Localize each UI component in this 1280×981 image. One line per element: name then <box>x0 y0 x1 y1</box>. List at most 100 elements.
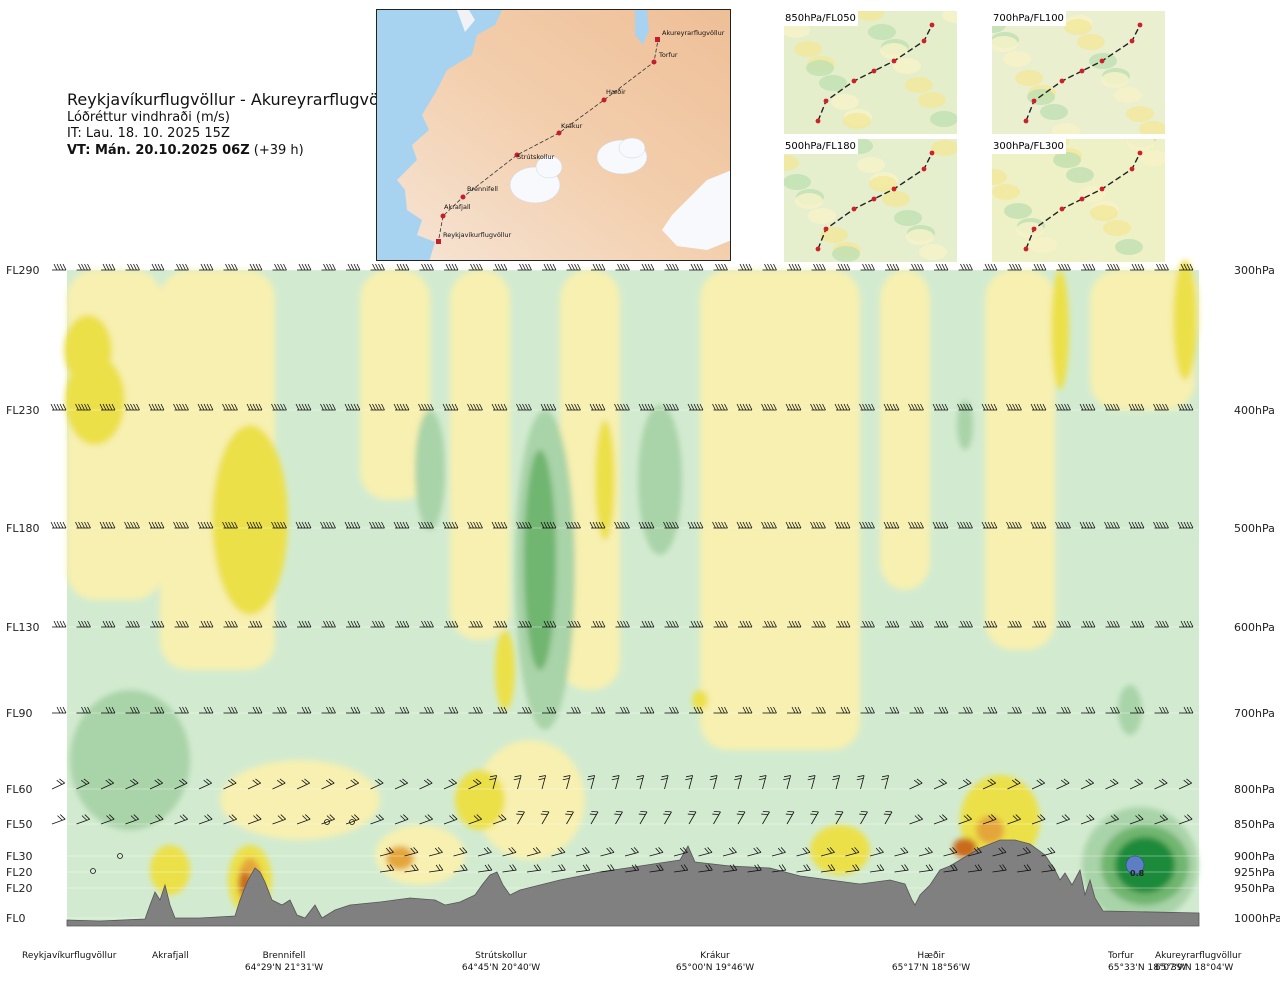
wind-barb <box>967 864 983 873</box>
wind-barb <box>321 620 336 628</box>
wind-barb <box>698 864 713 873</box>
calm-circle <box>324 819 330 825</box>
location-torfur: Torfur 65°33'N 18°07'W <box>1108 950 1186 974</box>
flight-level-label: FL180 <box>6 522 39 535</box>
wind-barb <box>369 521 385 529</box>
mini-contour <box>857 157 885 173</box>
wind-barb <box>542 263 557 271</box>
wind-barb <box>395 263 410 271</box>
wind-barb <box>932 521 949 529</box>
wind-barb <box>687 811 697 825</box>
wind-barb <box>477 864 493 873</box>
mini-point <box>851 206 857 212</box>
wind-barb <box>150 706 165 714</box>
wind-barb <box>883 521 900 529</box>
mini-contour <box>894 210 922 226</box>
wind-barb <box>664 706 679 714</box>
mini-point <box>823 226 829 232</box>
wind-barb <box>589 811 599 825</box>
wind-barb <box>638 403 655 411</box>
wind-barb <box>418 521 434 529</box>
wind-barb <box>932 403 949 411</box>
mini-contour <box>1127 139 1155 151</box>
wind-barb <box>516 811 525 825</box>
wind-barb <box>796 847 811 857</box>
wind-barb <box>395 620 410 628</box>
wind-barb <box>624 864 640 873</box>
wind-barb <box>722 847 737 857</box>
wind-barb <box>101 706 116 714</box>
wind-barb <box>885 263 900 271</box>
mini-point <box>1129 38 1135 44</box>
location-name: Hæðir <box>917 951 945 961</box>
wind-barb <box>885 620 900 628</box>
wind-barb <box>566 620 581 628</box>
mini-contour <box>880 43 908 59</box>
wind-barb <box>198 814 213 825</box>
mini-contour <box>905 77 933 93</box>
mini-route <box>817 24 933 122</box>
wind-barb <box>1105 620 1120 628</box>
wind-barb <box>444 263 459 271</box>
wind-barb <box>174 620 189 628</box>
wind-barb <box>491 403 508 411</box>
mini-contour <box>1090 205 1118 221</box>
quantity-subtitle: Lóðréttur vindhraði (m/s) <box>67 110 230 125</box>
wind-barb <box>600 864 615 873</box>
wind-barb <box>320 521 336 529</box>
wind-barb <box>761 521 777 529</box>
wind-barb <box>502 864 517 873</box>
wind-barb <box>1080 814 1095 825</box>
wind-barb <box>982 814 997 825</box>
wind-barb <box>99 403 116 411</box>
wind-barb <box>836 620 851 628</box>
mini-contour <box>1040 104 1068 120</box>
mini-contour <box>992 169 1007 185</box>
wind-barb <box>785 403 802 411</box>
wind-barb <box>1104 521 1120 529</box>
wind-barb <box>1105 778 1119 790</box>
wind-barb <box>223 263 238 271</box>
mini-point <box>1023 246 1029 252</box>
wind-barb <box>52 706 67 714</box>
wind-barb <box>713 620 728 628</box>
wind-barbs <box>50 263 1194 874</box>
wind-barb <box>394 778 408 790</box>
wind-barb <box>197 521 214 529</box>
wind-barb <box>247 814 262 825</box>
mini-map-700-svg <box>992 11 1165 134</box>
wind-barb <box>295 521 312 529</box>
mini-contour <box>869 176 897 192</box>
wind-barb <box>1128 521 1145 529</box>
wind-barb <box>526 847 541 857</box>
wind-barb <box>958 620 973 628</box>
valid-time: VT: Mán. 20.10.2025 06Z (+39 h) <box>67 142 387 159</box>
mini-point <box>929 150 935 156</box>
wind-barb <box>379 847 394 857</box>
mini-contour <box>795 193 823 209</box>
wind-barb <box>1130 263 1145 271</box>
location-strutskollur: Strútskollur 64°45'N 20°40'W <box>460 950 542 974</box>
wind-barb <box>869 847 884 857</box>
location-krakur: Krákur 65°00'N 19°46'W <box>674 950 756 974</box>
flight-level-label: FL60 <box>6 783 32 796</box>
pressure-level-label: 800hPa <box>1234 783 1275 796</box>
wind-barb <box>198 778 212 790</box>
wind-barb <box>738 620 753 628</box>
pressure-level-label: 500hPa <box>1234 522 1275 535</box>
wind-barb <box>52 263 67 271</box>
wind-barb <box>223 814 237 825</box>
wind-barb <box>738 263 753 271</box>
wind-barb <box>810 403 826 411</box>
wind-barb <box>860 706 875 714</box>
location-coord: 65°39'N 18°04'W <box>1155 963 1234 973</box>
wind-barb <box>673 847 688 857</box>
wind-barb <box>565 521 581 529</box>
wind-barb <box>1006 403 1022 411</box>
wind-barb <box>712 811 721 825</box>
wind-barb <box>551 864 566 873</box>
wind-barb <box>810 811 819 825</box>
mini-point <box>1137 150 1143 156</box>
route-map-svg: Akureyrarflugvöllur Torfur Hæðir Krákur … <box>377 10 730 260</box>
wind-barb <box>575 847 590 857</box>
